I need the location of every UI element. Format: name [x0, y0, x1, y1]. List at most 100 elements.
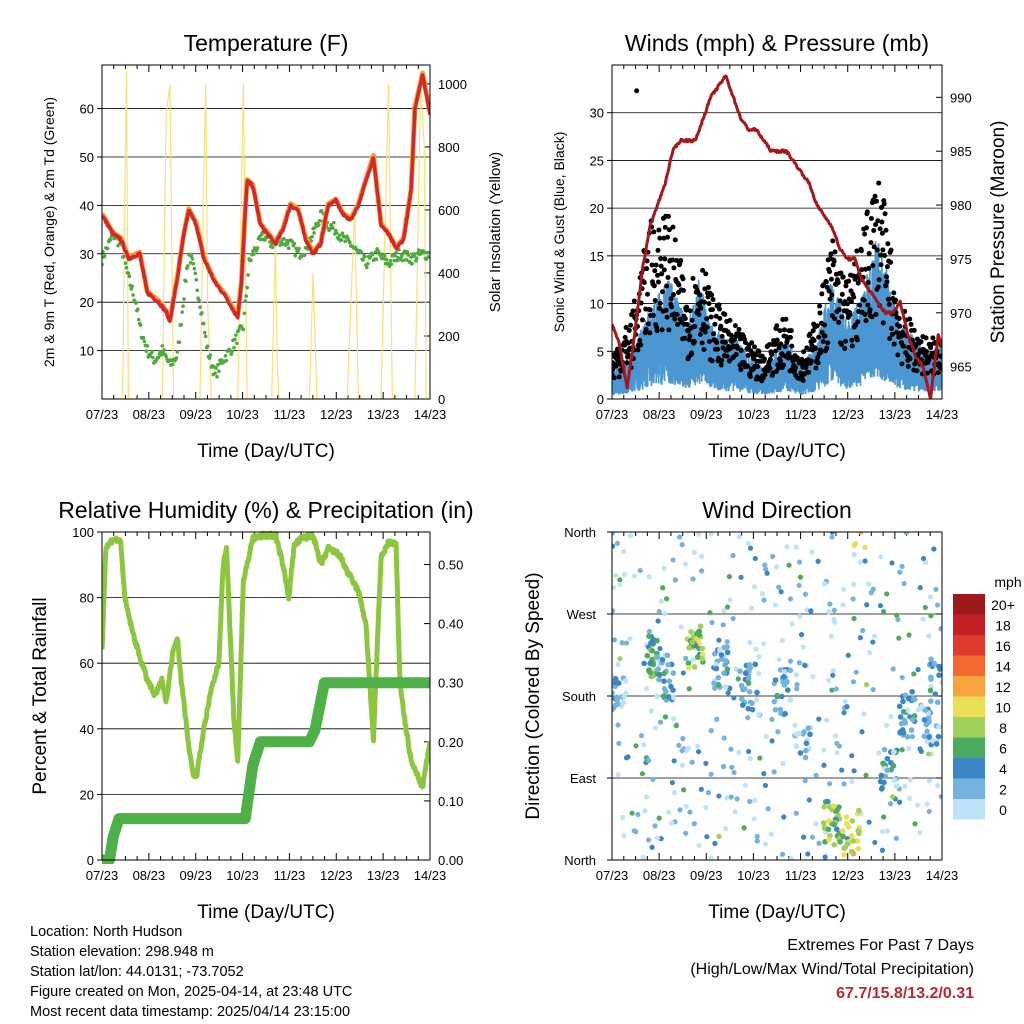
direction-point	[935, 783, 941, 789]
gust-point	[687, 333, 693, 339]
dewpoint-point	[234, 333, 238, 337]
direction-point	[690, 576, 696, 582]
direction-point	[845, 652, 851, 658]
direction-point	[645, 757, 652, 764]
direction-point	[726, 574, 733, 580]
dewpoint-point	[249, 258, 253, 263]
direction-point	[831, 607, 837, 613]
gust-point	[662, 256, 668, 262]
direction-point	[908, 727, 915, 733]
dewpoint-point	[202, 330, 207, 335]
gust-point	[749, 340, 755, 346]
direction-point	[627, 635, 633, 642]
dewpoint-point	[177, 340, 182, 345]
direction-point	[796, 660, 802, 666]
direction-point	[820, 820, 827, 826]
gust-point	[701, 346, 707, 352]
direction-point	[904, 734, 911, 740]
gust-point	[714, 340, 720, 346]
gust-point	[652, 298, 658, 304]
gust-point	[709, 358, 715, 364]
dewpoint-point	[332, 220, 336, 225]
direction-point	[637, 567, 643, 574]
direction-point	[691, 821, 697, 827]
dewpoint-point	[207, 356, 212, 360]
x-tick-label: 12/23	[320, 868, 353, 883]
gust-point	[846, 278, 852, 284]
direction-point	[694, 654, 701, 660]
direction-point	[788, 856, 794, 860]
direction-point	[652, 725, 659, 731]
direction-point	[747, 699, 754, 706]
direction-point	[884, 755, 891, 762]
gust-point	[896, 315, 902, 321]
gust-point	[878, 262, 884, 268]
gust-point	[655, 279, 661, 285]
direction-point	[776, 657, 782, 663]
gust-point	[774, 323, 780, 329]
extremes-box: Extremes For Past 7 Days (High/Low/Max W…	[690, 934, 974, 1006]
gust-point	[772, 348, 778, 354]
dewpoint-point	[378, 251, 382, 256]
direction-point	[888, 714, 894, 720]
y-tick-label: North	[564, 853, 596, 868]
direction-point	[649, 647, 656, 654]
direction-point	[654, 653, 661, 660]
dewpoint-point	[406, 253, 411, 257]
direction-point	[671, 758, 677, 764]
direction-point	[735, 676, 741, 682]
direction-point	[665, 661, 672, 668]
dewpoint-point	[388, 259, 393, 263]
gust-point	[848, 299, 854, 305]
direction-point	[796, 582, 802, 589]
direction-point	[643, 685, 650, 692]
direction-point	[670, 694, 677, 701]
direction-point	[754, 838, 760, 844]
temperature-panel: Temperature (F) Time (Day/UTC) 07/23 08/23 0…	[41, 30, 504, 462]
gust-point	[711, 331, 717, 337]
direction-point	[938, 793, 942, 800]
dewpoint-point	[160, 344, 165, 348]
gust-point	[626, 327, 632, 333]
gust-point	[684, 321, 690, 327]
x-tick-label: 13/23	[879, 407, 912, 422]
dewpoint-point	[170, 362, 175, 367]
gust-point	[657, 235, 663, 241]
direction-point	[745, 676, 752, 682]
direction-point	[798, 632, 805, 638]
direction-point	[685, 660, 692, 667]
gust-point	[876, 277, 882, 283]
direction-point	[721, 670, 727, 676]
direction-point	[621, 693, 628, 700]
dewpoint-point	[285, 241, 290, 246]
dewpoint-point	[232, 345, 236, 350]
gust-point	[776, 345, 782, 351]
gust-point	[889, 331, 895, 337]
direction-point	[731, 769, 737, 776]
dewpoint-point	[217, 369, 221, 373]
direction-frame	[611, 531, 943, 861]
gust-point	[865, 280, 871, 286]
gust-point	[645, 321, 651, 327]
direction-point	[686, 644, 692, 651]
direction-point	[650, 776, 656, 783]
direction-point	[715, 681, 722, 688]
direction-point	[912, 821, 918, 827]
gust-point	[644, 258, 650, 264]
gust-point	[643, 326, 649, 332]
dewpoint-point	[282, 236, 286, 241]
legend-label: 12	[995, 679, 1011, 695]
direction-point	[781, 814, 787, 820]
direction-point	[839, 828, 846, 834]
direction-point	[763, 733, 769, 740]
direction-point	[687, 809, 693, 815]
direction-point	[866, 581, 872, 587]
direction-point	[699, 568, 705, 574]
direction-point	[733, 666, 739, 672]
direction-point	[842, 698, 848, 705]
x-tick-label: 12/23	[320, 407, 353, 422]
direction-point	[716, 833, 722, 839]
direction-point	[714, 716, 720, 722]
y2-tick-label: 985	[950, 144, 972, 159]
gust-point	[732, 323, 738, 329]
